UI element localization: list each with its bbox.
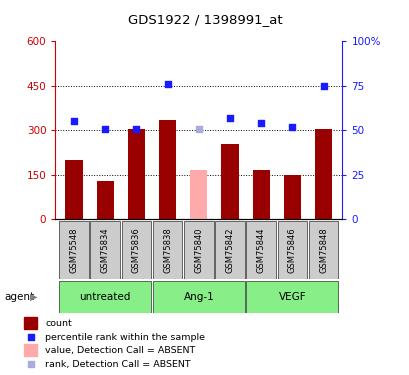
Point xyxy=(319,83,326,89)
Bar xyxy=(190,170,207,219)
Text: Ang-1: Ang-1 xyxy=(183,292,214,302)
Bar xyxy=(65,160,83,219)
Bar xyxy=(24,344,37,356)
Bar xyxy=(153,221,182,279)
Text: GSM75838: GSM75838 xyxy=(163,227,172,273)
Point xyxy=(257,120,264,126)
Text: GSM75834: GSM75834 xyxy=(101,228,110,273)
Text: VEGF: VEGF xyxy=(278,292,306,302)
Point xyxy=(133,126,139,132)
Bar xyxy=(184,221,213,279)
Text: value, Detection Call = ABSENT: value, Detection Call = ABSENT xyxy=(45,346,195,355)
Bar xyxy=(59,281,151,313)
Point xyxy=(27,362,34,368)
Bar xyxy=(308,221,337,279)
Point xyxy=(288,124,295,130)
Text: ▶: ▶ xyxy=(29,292,37,302)
Bar xyxy=(314,129,331,219)
Text: GSM75548: GSM75548 xyxy=(70,228,79,273)
Bar xyxy=(277,221,306,279)
Bar xyxy=(128,129,145,219)
Text: GSM75848: GSM75848 xyxy=(318,228,327,273)
Bar xyxy=(59,221,89,279)
Text: count: count xyxy=(45,319,72,328)
Point xyxy=(27,334,34,340)
Bar xyxy=(246,281,337,313)
Text: untreated: untreated xyxy=(79,292,130,302)
Text: GSM75842: GSM75842 xyxy=(225,228,234,273)
Bar xyxy=(215,221,244,279)
Text: agent: agent xyxy=(4,292,34,302)
Text: GSM75846: GSM75846 xyxy=(287,228,296,273)
Point xyxy=(226,115,233,121)
Point xyxy=(195,126,202,132)
Bar xyxy=(252,170,269,219)
Text: rank, Detection Call = ABSENT: rank, Detection Call = ABSENT xyxy=(45,360,190,369)
Bar xyxy=(24,317,37,329)
Bar xyxy=(153,281,244,313)
Bar xyxy=(90,221,120,279)
Point xyxy=(164,81,171,87)
Bar xyxy=(246,221,275,279)
Bar xyxy=(221,144,238,219)
Text: percentile rank within the sample: percentile rank within the sample xyxy=(45,333,205,342)
Bar xyxy=(97,181,114,219)
Point xyxy=(102,126,108,132)
Text: GSM75840: GSM75840 xyxy=(194,228,203,273)
Bar xyxy=(283,175,300,219)
Text: GSM75844: GSM75844 xyxy=(256,228,265,273)
Bar xyxy=(159,120,176,219)
Point xyxy=(71,118,77,124)
Text: GSM75836: GSM75836 xyxy=(132,227,141,273)
Text: GDS1922 / 1398991_at: GDS1922 / 1398991_at xyxy=(127,13,282,26)
Bar xyxy=(121,221,151,279)
